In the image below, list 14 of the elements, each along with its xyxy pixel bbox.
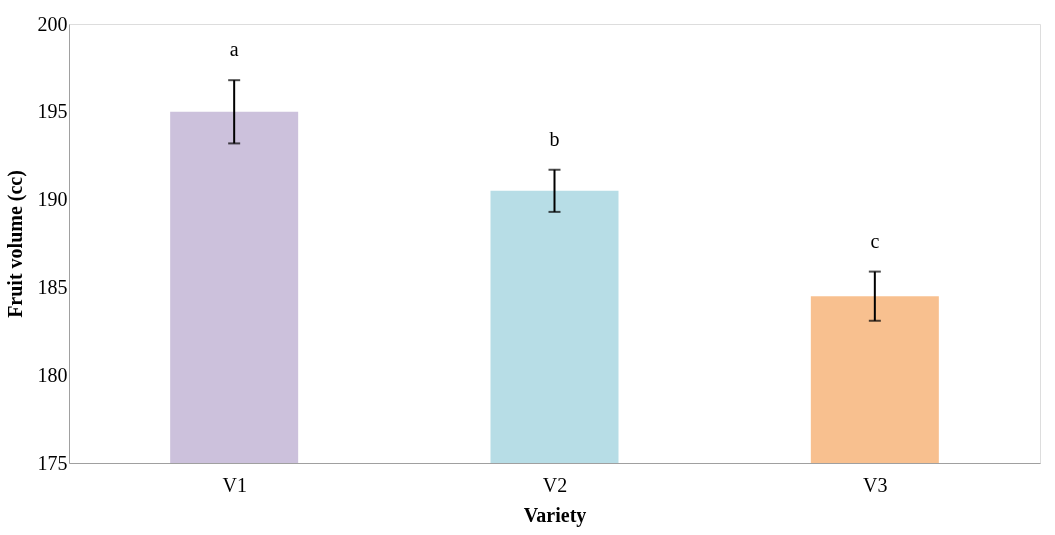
annotation: a [229, 38, 239, 61]
y-tick-label: 185 [37, 275, 68, 298]
x-tick-label: V2 [542, 473, 568, 496]
y-tick-label: 195 [37, 100, 68, 123]
annotation: b [549, 127, 560, 150]
x-tick-label: V3 [863, 473, 888, 496]
x-tick-label: V1 [222, 473, 247, 496]
y-axis-title: Fruit volume (cc) [3, 170, 27, 318]
y-tick-label: 190 [37, 188, 68, 211]
x-axis-title: Variety [523, 503, 587, 527]
y-tick-label: 175 [37, 451, 68, 474]
y-tick-label: 200 [37, 12, 68, 35]
y-tick-label: 180 [37, 363, 68, 386]
annotation: c [870, 229, 880, 252]
